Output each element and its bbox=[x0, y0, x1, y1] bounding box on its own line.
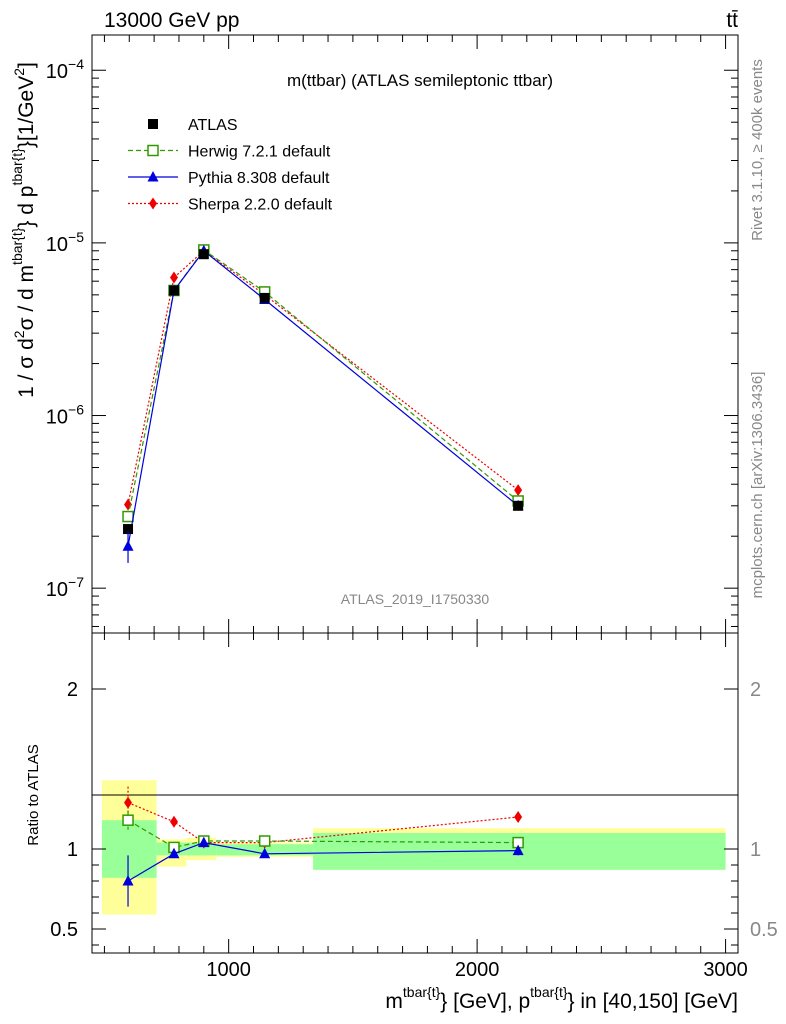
main-axis-ticks bbox=[92, 35, 738, 633]
y-tick-label: 10−5 bbox=[46, 229, 84, 256]
atlas-point bbox=[168, 285, 179, 296]
x-axis-label-mid: } [GeV], p bbox=[440, 990, 530, 1013]
legend-label-herwig: Herwig 7.2.1 default bbox=[188, 144, 331, 161]
header-energy-label: 13000 GeV pp bbox=[104, 9, 239, 32]
y-tick-label: 10−6 bbox=[46, 402, 84, 429]
main-y-axis-label: 1 / σ d2σ / d mtbar{t}} d ptbar{t}}[1/Ge… bbox=[9, 62, 38, 398]
x-axis-label-end: } in [40,150] [GeV] bbox=[568, 990, 738, 1013]
y-tick-label: 10−7 bbox=[46, 574, 84, 601]
sherpa-point bbox=[169, 271, 178, 284]
legend-marker-herwig bbox=[147, 144, 159, 157]
rivet-version-label: Rivet 3.1.10, ≥ 400k events bbox=[749, 59, 766, 241]
legend-label-pythia: Pythia 8.308 default bbox=[188, 170, 330, 187]
svg-text:1 / σ d2σ / d mtbar{t}} d ptba: 1 / σ d2σ / d mtbar{t}} d ptbar{t}}[1/Ge… bbox=[9, 62, 38, 398]
main-panel: m(ttbar) (ATLAS semileptonic ttbar) ATLA… bbox=[9, 34, 739, 634]
atlas-point bbox=[123, 524, 134, 535]
atlas-point bbox=[513, 500, 524, 511]
x-axis-label-sup2: tbar{t} bbox=[530, 984, 568, 1000]
pythia-ratio-point bbox=[259, 847, 271, 859]
pythia-ratio-point bbox=[198, 836, 210, 848]
legend-marker-atlas bbox=[148, 119, 158, 129]
ratio-y-axis-label: Ratio to ATLAS bbox=[25, 744, 42, 845]
y-tick-label: 10−4 bbox=[46, 56, 84, 83]
sherpa-ratio-point bbox=[124, 796, 133, 809]
header-process-label: tt̄ bbox=[726, 9, 738, 32]
chart-title: m(ttbar) (ATLAS semileptonic ttbar) bbox=[287, 71, 553, 90]
main-series-layer bbox=[122, 244, 524, 563]
atlas-point bbox=[259, 292, 270, 303]
herwig-ratio-point bbox=[258, 835, 271, 847]
sherpa-ratio-point bbox=[514, 811, 523, 823]
herwig-line bbox=[127, 249, 519, 517]
ratio-tick-label-right: 2 bbox=[750, 679, 761, 701]
ratio-tick-label-left: 2 bbox=[67, 679, 78, 701]
ratio-panel-frame bbox=[91, 632, 739, 954]
ratio-tick-label-right: 1 bbox=[750, 839, 761, 861]
pythia-ratio-point bbox=[122, 875, 134, 886]
ratio-axis-ticks bbox=[92, 633, 738, 953]
sherpa-ratio-line bbox=[127, 802, 519, 844]
x-tick-label: 1000 bbox=[206, 959, 251, 981]
legend-marker-sherpa bbox=[149, 197, 157, 210]
analysis-label: ATLAS_2019_I1750330 bbox=[341, 591, 490, 607]
ratio-tick-labels: 0.5 0.5 1 1 2 2 bbox=[50, 679, 778, 941]
x-axis-label-m: m bbox=[385, 990, 403, 1013]
mcplots-label: mcplots.cern.ch [arXiv:1306.3436] bbox=[749, 372, 766, 599]
sherpa-line bbox=[127, 250, 519, 505]
ratio-band-inner bbox=[101, 820, 157, 878]
x-axis-label: mtbar{t}} [GeV], ptbar{t}} in [40,150] [… bbox=[385, 984, 738, 1013]
legend-label-atlas: ATLAS bbox=[188, 117, 238, 134]
herwig-point bbox=[122, 510, 134, 523]
ratio-tick-label-left: 0.5 bbox=[50, 919, 78, 941]
legend-label-sherpa: Sherpa 2.2.0 default bbox=[188, 197, 333, 214]
atlas-point bbox=[198, 249, 209, 260]
x-tick-label: 2000 bbox=[455, 959, 500, 981]
x-tick-labels: 1000 2000 3000 bbox=[206, 959, 747, 981]
herwig-ratio-point bbox=[122, 814, 134, 826]
x-axis-label-sup1: tbar{t} bbox=[403, 984, 441, 1000]
ratio-uncertainty-bands bbox=[101, 780, 726, 915]
ratio-tick-label-left: 1 bbox=[67, 839, 78, 861]
pythia-ratio-point bbox=[512, 844, 524, 856]
x-tick-label: 3000 bbox=[703, 959, 748, 981]
pythia-ratio-point bbox=[168, 847, 180, 859]
legend-marker-pythia bbox=[147, 171, 159, 182]
pythia-line bbox=[127, 249, 519, 547]
main-y-tick-labels: 10−7 10−6 10−5 10−4 bbox=[46, 56, 84, 601]
sherpa-point bbox=[514, 484, 523, 497]
ratio-series-layer bbox=[122, 786, 524, 907]
legend: ATLAS Herwig 7.2.1 default Pythia 8.308 de… bbox=[128, 117, 333, 214]
ratio-tick-label-right: 0.5 bbox=[750, 919, 778, 941]
sherpa-ratio-point bbox=[169, 815, 178, 828]
ratio-panel: Ratio to ATLAS 0.5 0.5 1 1 2 2 1000 2000 3000 bbox=[25, 632, 778, 981]
